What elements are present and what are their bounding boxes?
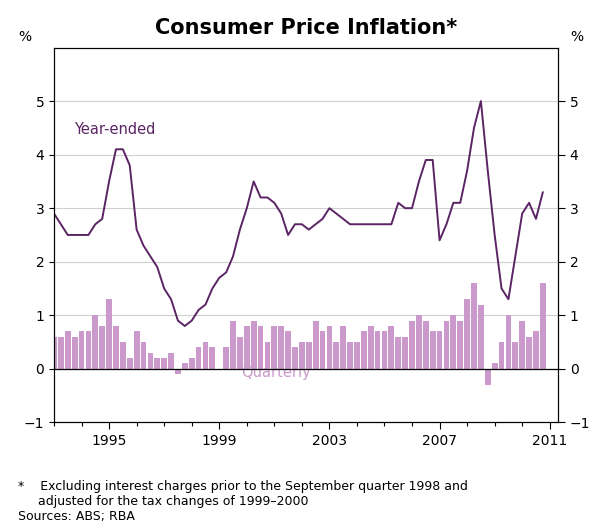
- Bar: [51, 337, 57, 369]
- Bar: [354, 342, 360, 369]
- Bar: [512, 342, 518, 369]
- Bar: [423, 320, 428, 369]
- Bar: [140, 342, 146, 369]
- Bar: [251, 320, 257, 369]
- Bar: [368, 326, 374, 369]
- Bar: [285, 332, 291, 369]
- Bar: [79, 332, 85, 369]
- Bar: [526, 337, 532, 369]
- Bar: [72, 337, 77, 369]
- Bar: [65, 332, 71, 369]
- Bar: [340, 326, 346, 369]
- Bar: [292, 347, 298, 369]
- Bar: [430, 332, 436, 369]
- Bar: [313, 320, 319, 369]
- Bar: [182, 363, 188, 369]
- Bar: [388, 326, 394, 369]
- Bar: [520, 320, 525, 369]
- Bar: [492, 363, 497, 369]
- Bar: [499, 342, 505, 369]
- Text: *    Excluding interest charges prior to the September quarter 1998 and
     adj: * Excluding interest charges prior to th…: [18, 480, 468, 523]
- Bar: [334, 342, 339, 369]
- Bar: [416, 315, 422, 369]
- Bar: [278, 326, 284, 369]
- Text: %: %: [570, 30, 583, 44]
- Bar: [230, 320, 236, 369]
- Bar: [189, 358, 194, 369]
- Bar: [361, 332, 367, 369]
- Bar: [154, 358, 160, 369]
- Bar: [203, 342, 208, 369]
- Bar: [326, 326, 332, 369]
- Bar: [175, 369, 181, 374]
- Text: %: %: [19, 30, 32, 44]
- Title: Consumer Price Inflation*: Consumer Price Inflation*: [155, 17, 457, 37]
- Bar: [196, 347, 202, 369]
- Bar: [451, 315, 456, 369]
- Text: Year-ended: Year-ended: [74, 122, 155, 137]
- Bar: [457, 320, 463, 369]
- Text: Quarterly: Quarterly: [241, 365, 311, 380]
- Bar: [120, 342, 126, 369]
- Bar: [168, 353, 174, 369]
- Bar: [375, 332, 380, 369]
- Bar: [478, 305, 484, 369]
- Bar: [402, 337, 408, 369]
- Bar: [265, 342, 271, 369]
- Bar: [437, 332, 442, 369]
- Bar: [100, 326, 105, 369]
- Bar: [320, 332, 325, 369]
- Bar: [92, 315, 98, 369]
- Bar: [506, 315, 511, 369]
- Bar: [127, 358, 133, 369]
- Bar: [237, 337, 243, 369]
- Bar: [299, 342, 305, 369]
- Bar: [257, 326, 263, 369]
- Bar: [306, 342, 311, 369]
- Bar: [161, 358, 167, 369]
- Bar: [540, 283, 546, 369]
- Bar: [106, 299, 112, 369]
- Bar: [58, 337, 64, 369]
- Bar: [271, 326, 277, 369]
- Bar: [244, 326, 250, 369]
- Bar: [471, 283, 477, 369]
- Bar: [533, 332, 539, 369]
- Bar: [113, 326, 119, 369]
- Bar: [464, 299, 470, 369]
- Bar: [347, 342, 353, 369]
- Bar: [382, 332, 388, 369]
- Bar: [409, 320, 415, 369]
- Bar: [395, 337, 401, 369]
- Bar: [209, 347, 215, 369]
- Bar: [148, 353, 153, 369]
- Bar: [485, 369, 491, 385]
- Bar: [443, 320, 449, 369]
- Bar: [134, 332, 140, 369]
- Bar: [86, 332, 91, 369]
- Bar: [223, 347, 229, 369]
